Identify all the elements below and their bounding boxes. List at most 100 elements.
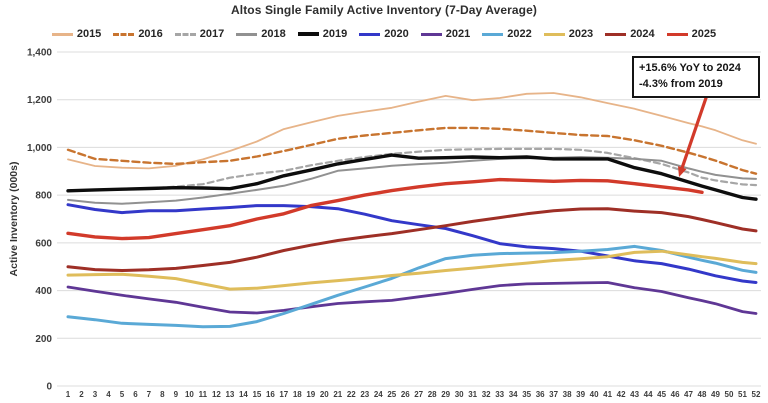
x-tick-label: 27 <box>414 390 423 399</box>
x-tick-label: 12 <box>212 390 221 399</box>
x-tick-label: 28 <box>428 390 437 399</box>
x-tick-label: 43 <box>630 390 639 399</box>
x-tick-label: 18 <box>293 390 302 399</box>
x-tick-label: 19 <box>306 390 315 399</box>
x-tick-label: 22 <box>347 390 356 399</box>
series-line-2025 <box>66 177 704 241</box>
x-tick-label: 41 <box>603 390 612 399</box>
legend-label: 2015 <box>76 28 102 40</box>
legend-swatch-2017 <box>174 32 196 36</box>
legend-label: 2022 <box>507 28 532 40</box>
x-tick-label: 40 <box>590 390 599 399</box>
x-tick-label: 14 <box>239 390 248 399</box>
legend-label: 2017 <box>199 28 225 40</box>
legend-label: 2020 <box>384 28 409 40</box>
legend-item-2022: 2022 <box>482 28 532 40</box>
annotation-arrow-line <box>679 94 709 173</box>
series-line-2019 <box>66 153 758 201</box>
x-tick-label: 20 <box>320 390 329 399</box>
x-tick-label: 2 <box>79 390 84 399</box>
x-tick-label: 13 <box>225 390 234 399</box>
legend-label: 2018 <box>261 28 286 40</box>
x-tick-label: 5 <box>120 390 125 399</box>
y-tick-label: 0 <box>46 382 52 393</box>
legend-swatch-2015 <box>51 32 73 36</box>
legend-swatch-2024 <box>605 32 627 36</box>
y-tick-label: 1,200 <box>27 95 52 106</box>
legend-item-2025: 2025 <box>666 28 717 40</box>
page-title: Altos Single Family Active Inventory (7-… <box>231 3 537 17</box>
legend-swatch-2020 <box>359 32 381 36</box>
legend-swatch-2022 <box>482 32 504 36</box>
series-line-2016 <box>66 126 758 175</box>
x-tick-label: 23 <box>360 390 369 399</box>
y-tick-label: 400 <box>35 286 52 297</box>
y-tick-label: 800 <box>35 191 52 202</box>
x-tick-label: 11 <box>199 390 208 399</box>
x-tick-label: 8 <box>160 390 165 399</box>
y-tick-label: 600 <box>35 238 52 249</box>
x-tick-label: 44 <box>644 390 653 399</box>
legend-item-2024: 2024 <box>605 28 655 40</box>
y-tick-label: 200 <box>35 334 52 345</box>
legend-item-2020: 2020 <box>359 28 409 40</box>
x-tick-label: 35 <box>522 390 531 399</box>
x-tick-label: 6 <box>133 390 138 399</box>
x-tick-label: 26 <box>401 390 410 399</box>
legend-label: 2021 <box>445 28 471 40</box>
x-tick-label: 45 <box>657 390 666 399</box>
x-tick-label: 10 <box>185 390 194 399</box>
legend-label: 2019 <box>322 28 348 40</box>
x-tick-label: 36 <box>536 390 545 399</box>
x-tick-label: 49 <box>711 390 720 399</box>
series-line-2022 <box>66 244 758 329</box>
x-tick-label: 9 <box>174 390 179 399</box>
x-tick-label: 16 <box>266 390 275 399</box>
series-line-2024 <box>66 207 758 272</box>
x-tick-label: 24 <box>374 390 383 399</box>
legend-swatch-2025 <box>666 32 688 36</box>
legend: 2015 2016 2017 2018 2019 2020 2021 2022 2023 2024… <box>0 26 768 42</box>
x-tick-label: 29 <box>441 390 450 399</box>
legend-swatch-2021 <box>420 32 442 36</box>
x-tick-label: 30 <box>455 390 464 399</box>
x-tick-label: 34 <box>509 390 518 399</box>
x-tick-label: 31 <box>468 390 477 399</box>
x-tick-label: 48 <box>698 390 707 399</box>
annotation-line-2: -4.3% from 2019 <box>639 77 723 90</box>
legend-label: 2016 <box>138 28 163 40</box>
legend-label: 2025 <box>691 28 717 40</box>
legend-swatch-2023 <box>543 32 565 36</box>
x-tick-label: 17 <box>279 390 288 399</box>
x-tick-label: 52 <box>752 390 761 399</box>
x-tick-label: 39 <box>576 390 585 399</box>
series-line-2023 <box>66 249 758 291</box>
legend-item-2023: 2023 <box>543 28 593 40</box>
y-tick-label: 1,400 <box>27 48 52 59</box>
x-tick-label: 42 <box>617 390 626 399</box>
x-tick-label: 47 <box>684 390 693 399</box>
x-tick-label: 25 <box>387 390 396 399</box>
x-tick-label: 4 <box>106 390 111 399</box>
x-tick-label: 38 <box>563 390 572 399</box>
legend-swatch-2016 <box>113 32 135 36</box>
legend-item-2019: 2019 <box>297 28 348 40</box>
annotation-box: +15.6% YoY to 2024 -4.3% from 2019 <box>632 56 760 98</box>
legend-label: 2024 <box>630 28 655 40</box>
legend-item-2015: 2015 <box>51 28 102 40</box>
legend-item-2021: 2021 <box>420 28 471 40</box>
annotation-arrow-head <box>678 166 687 177</box>
x-tick-label: 32 <box>482 390 491 399</box>
series-line-2017 <box>66 147 758 192</box>
legend-swatch-2018 <box>236 32 258 36</box>
series-line-2018 <box>67 156 757 205</box>
x-tick-label: 1 <box>66 390 71 399</box>
x-tick-label: 33 <box>495 390 504 399</box>
y-tick-label: 1,000 <box>27 143 52 154</box>
x-tick-label: 50 <box>725 390 734 399</box>
annotation-line-1: +15.6% YoY to 2024 <box>639 62 741 74</box>
series-line-2021 <box>66 281 758 315</box>
x-tick-label: 7 <box>147 390 152 399</box>
